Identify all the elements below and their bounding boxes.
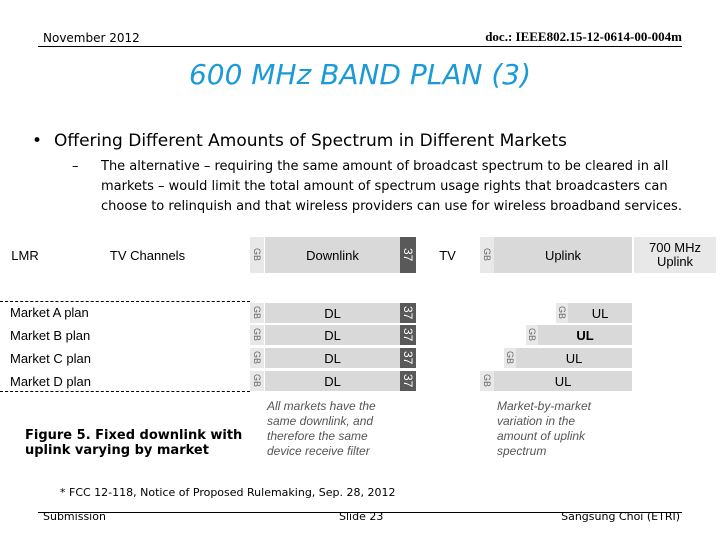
figure-caption: Figure 5. Fixed downlink with uplink var… <box>25 428 242 458</box>
market-b-ul-gb: GB <box>526 325 538 345</box>
market-c-ul: UL <box>516 348 632 368</box>
market-a-gb: GB <box>250 303 264 323</box>
channel-37-label: 37 <box>401 351 415 365</box>
market-a-ul-gb: GB <box>556 303 568 323</box>
sub-bullet-marker: – <box>72 159 79 174</box>
market-c-ul-gb: GB <box>504 348 516 368</box>
gb-label: GB <box>252 374 262 388</box>
footnote: * FCC 12-118, Notice of Proposed Rulemak… <box>60 486 396 499</box>
note-line: same downlink, and <box>267 414 374 428</box>
gb-label: GB <box>527 328 537 342</box>
market-b-gb: GB <box>250 325 264 345</box>
market-d-ch37: 37 <box>400 371 416 391</box>
bullet-marker: • <box>32 131 43 151</box>
downlink-block: Downlink <box>265 237 400 273</box>
dashed-separator <box>0 391 250 392</box>
lmr-label: LMR <box>11 247 39 263</box>
gb-label: GB <box>252 306 262 320</box>
market-d-gb: GB <box>250 371 264 391</box>
uplink-block: Uplink <box>494 237 632 273</box>
footer-divider <box>38 512 682 513</box>
market-b-ch37: 37 <box>400 325 416 345</box>
sub-bullet-text: The alternative – requiring the same amo… <box>101 159 682 214</box>
note-same-downlink: All markets have the same downlink, and … <box>267 399 376 459</box>
market-d-label: Market D plan <box>10 374 91 389</box>
note-line: amount of uplink <box>497 429 586 443</box>
caption-line1: Figure 5. Fixed downlink with <box>25 428 243 443</box>
gb-label: GB <box>557 306 567 320</box>
header-divider <box>38 46 682 47</box>
note-line: spectrum <box>497 444 547 458</box>
guard-band-2: GB <box>480 237 494 273</box>
gb-label: GB <box>505 351 515 365</box>
note-uplink-variation: Market-by-market variation in the amount… <box>497 399 591 459</box>
market-d-ul: UL <box>494 371 632 391</box>
header-doc-id: doc.: IEEE802.15-12-0614-00-004m <box>485 29 682 44</box>
footer-submission: Submission <box>43 510 106 523</box>
700mhz-line2: Uplink <box>656 254 694 269</box>
note-line: variation in the <box>497 414 576 428</box>
gb-label: GB <box>482 374 492 388</box>
market-b-dl: DL <box>265 325 400 345</box>
channel-37-label: 37 <box>401 374 415 388</box>
footer-slide-number: Slide 23 <box>339 510 384 523</box>
gb-label: GB <box>252 328 262 342</box>
gb-label: GB <box>252 351 262 365</box>
note-line: All markets have the <box>267 399 376 413</box>
market-a-ul: UL <box>568 303 632 323</box>
bullet-text: Offering Different Amounts of Spectrum i… <box>54 131 567 151</box>
caption-line2: uplink varying by market <box>25 443 209 458</box>
700mhz-line1: 700 MHz <box>648 240 702 255</box>
header-date: November 2012 <box>43 31 140 45</box>
market-a-ch37: 37 <box>400 303 416 323</box>
market-c-ch37: 37 <box>400 348 416 368</box>
market-c-gb: GB <box>250 348 264 368</box>
channel-37-block: 37 <box>400 237 416 273</box>
market-d-dl: DL <box>265 371 400 391</box>
market-a-dl: DL <box>265 303 400 323</box>
market-c-label: Market C plan <box>10 351 91 366</box>
gb-label: GB <box>252 248 262 262</box>
tv-label: TV <box>439 247 456 263</box>
guard-band: GB <box>250 237 264 273</box>
700mhz-uplink-block: 700 MHz Uplink <box>634 237 716 273</box>
market-b-label: Market B plan <box>10 328 91 343</box>
band-plan-figure: LMR TV Channels GB Downlink 37 TV GB Upl… <box>0 235 720 395</box>
market-c-dl: DL <box>265 348 400 368</box>
note-line: Market-by-market <box>497 399 592 413</box>
tv-channels-label: TV Channels <box>109 247 186 263</box>
gb2-label: GB <box>482 248 492 262</box>
market-a-label: Market A plan <box>10 305 89 320</box>
channel-37-label: 37 <box>401 306 415 320</box>
channel-37-label: 37 <box>401 248 415 262</box>
note-line: therefore the same <box>267 429 368 443</box>
market-b-ul: UL <box>538 325 632 345</box>
bullet-item: • Offering Different Amounts of Spectrum … <box>32 131 567 151</box>
slide-title: 600 MHz BAND PLAN (3) <box>188 58 532 91</box>
market-d-ul-gb: GB <box>480 371 494 391</box>
channel-37-label: 37 <box>401 328 415 342</box>
dashed-separator <box>0 301 250 302</box>
note-line: device receive filter <box>267 444 370 458</box>
footer-author: Sangsung Choi (ETRI) <box>561 510 680 523</box>
